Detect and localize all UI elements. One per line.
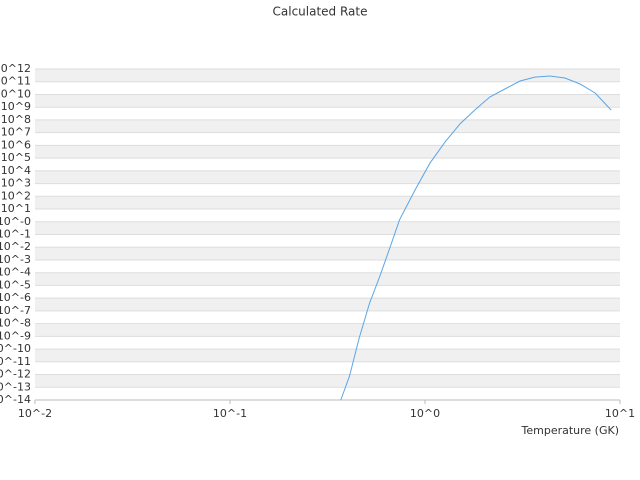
line [340, 75, 612, 401]
grid-band [35, 170, 620, 184]
y-tick-label: 10^-6 [0, 291, 31, 304]
x-tick-label: 10^-1 [213, 407, 247, 420]
y-tick-label: 10^11 [0, 75, 31, 88]
grid-band [35, 349, 620, 362]
grid-band [35, 69, 620, 82]
grid-band [35, 119, 620, 133]
grid-band [35, 221, 620, 235]
y-tick-label: 10^1 [1, 202, 31, 215]
y-tick-label: 10^-14 [0, 393, 31, 406]
grid-band [35, 298, 620, 311]
y-tick-label: 10^7 [1, 126, 31, 139]
chart-title: Calculated Rate [273, 5, 368, 19]
y-tick-label: 10^-1 [0, 228, 31, 241]
y-tick-label: 10^-10 [0, 342, 31, 355]
y-tick-label: 10^12 [0, 62, 31, 75]
y-tick-label: 10^-3 [0, 253, 31, 266]
y-tick-label: 10^2 [1, 189, 31, 202]
x-axis-label: Temperature (GK) [521, 424, 620, 437]
y-tick-label: 10^-2 [0, 240, 31, 253]
x-tick-label: 10^-2 [18, 407, 52, 420]
y-tick-label: 10^-4 [0, 266, 31, 279]
grid-band [35, 247, 620, 260]
y-tick-label: 10^9 [1, 100, 31, 113]
y-tick-label: 10^10 [0, 87, 31, 100]
y-tick-label: 10^-8 [0, 317, 31, 330]
y-tick-label: 10^-9 [0, 329, 31, 342]
y-tick-label: 10^4 [1, 164, 31, 177]
y-tick-label: 10^-11 [0, 355, 31, 368]
grid-band [35, 145, 620, 159]
y-tick-label: 10^3 [1, 177, 31, 190]
grid-band [35, 94, 620, 108]
grid-band [35, 374, 620, 388]
x-tick-label: 10^0 [410, 407, 440, 420]
y-tick-label: 10^5 [1, 151, 31, 164]
x-tick-label: 10^1 [605, 407, 635, 420]
grid-band [35, 196, 620, 210]
y-tick-label: 10^-7 [0, 304, 31, 317]
y-tick-label: 10^-13 [0, 380, 31, 393]
grid-band [35, 323, 620, 337]
y-tick-label: 10^-0 [0, 215, 31, 228]
grid-band [35, 272, 620, 286]
y-tick-label: 10^8 [1, 113, 31, 126]
y-tick-label: 10^6 [1, 138, 31, 151]
y-tick-label: 10^-5 [0, 278, 31, 291]
y-tick-label: 10^-12 [0, 368, 31, 381]
